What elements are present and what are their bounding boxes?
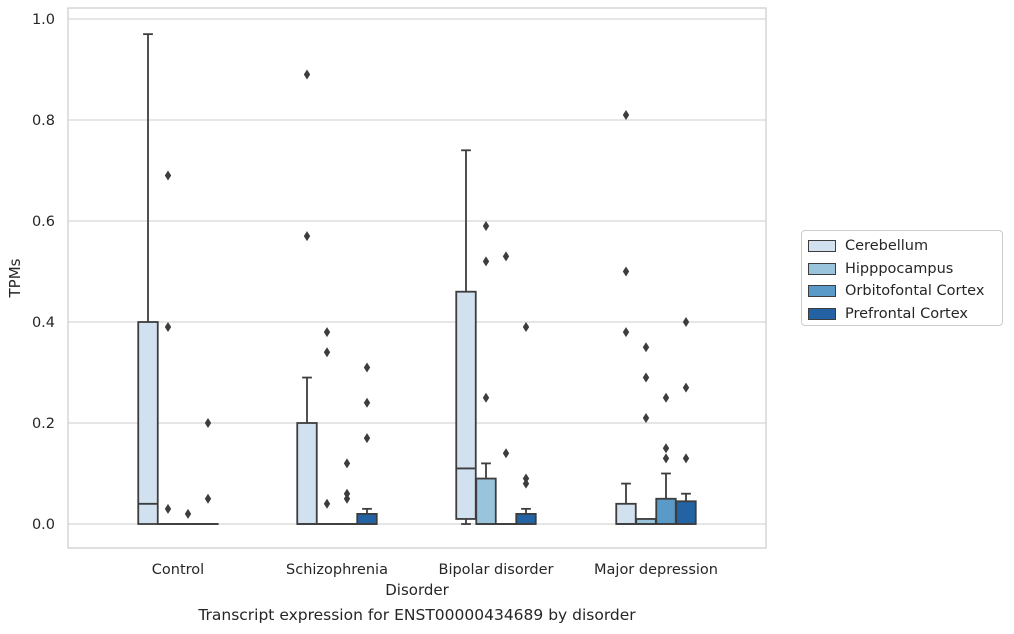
outlier-point (622, 266, 630, 277)
outlier-point (343, 458, 351, 469)
box-body (455, 290, 477, 520)
box-body (655, 497, 677, 525)
box-0-3 (615, 109, 637, 525)
legend-item-orbitofrontal-cortex: Orbitofontal Cortex (808, 280, 1002, 303)
outlier-point (164, 170, 172, 181)
legend-swatch-hippocampus (808, 262, 836, 275)
legend-label-orbitofrontal-cortex: Orbitofontal Cortex (845, 283, 985, 300)
legend-swatch-orbitofrontal-cortex (808, 285, 836, 298)
legend-label-cerebellum: Cerebellum (845, 238, 929, 255)
legend: Cerebellum Hipppocampus Orbitofontal Cor… (801, 230, 1003, 326)
outlier-point (522, 322, 530, 333)
outlier-point (682, 382, 690, 393)
y-tick-label: 0.6 (32, 214, 55, 230)
box-1-1 (316, 327, 338, 525)
box-0-2 (455, 149, 477, 525)
legend-item-cerebellum: Cerebellum (808, 235, 1002, 258)
legend-item-hippocampus: Hipppocampus (808, 258, 1002, 281)
outlier-point (522, 478, 530, 489)
outlier-point (642, 372, 650, 383)
box-body (515, 513, 537, 525)
box-0-1 (296, 69, 318, 525)
outlier-point (343, 488, 351, 499)
figure-caption: Transcript expression for ENST0000043468… (198, 606, 636, 624)
outlier-point (303, 231, 311, 242)
outlier-point (363, 397, 371, 408)
outlier-point (662, 453, 670, 464)
box-3-2 (515, 322, 537, 525)
outlier-point (482, 256, 490, 267)
box-3-3 (675, 317, 697, 525)
y-tick-label: 0.4 (32, 315, 55, 331)
box-body (356, 513, 378, 525)
y-tick-labels: 0.0 0.2 0.4 0.6 0.8 1.0 (32, 12, 55, 533)
box-body (475, 477, 497, 525)
x-tick-label: Major depression (594, 562, 718, 578)
outlier-point (323, 347, 331, 358)
outlier-point (522, 473, 530, 484)
outlier-point (363, 362, 371, 373)
outlier-point (622, 327, 630, 338)
legend-item-prefrontal-cortex: Prefrontal Cortex (808, 303, 1002, 326)
box-body (615, 502, 637, 525)
outlier-point (323, 327, 331, 338)
outlier-point (502, 251, 510, 262)
legend-swatch-cerebellum (808, 240, 836, 253)
y-tick-label: 1.0 (32, 12, 55, 28)
outlier-point (642, 342, 650, 353)
box-body (137, 321, 159, 525)
outlier-point (662, 443, 670, 454)
outlier-point (204, 418, 212, 428)
plot-frame (67, 7, 767, 549)
legend-label-prefrontal-cortex: Prefrontal Cortex (845, 305, 968, 322)
box-marks (137, 33, 697, 525)
x-tick-labels: Control Schizophrenia Bipolar disorder Majo… (152, 562, 718, 578)
box-2-2 (495, 251, 517, 525)
outlier-point (682, 453, 690, 464)
outlier-point (502, 448, 510, 459)
box-2-3 (655, 392, 677, 525)
box-3-1 (356, 362, 378, 525)
outlier-point (363, 433, 371, 444)
outlier-point (323, 498, 331, 509)
box-body (296, 422, 318, 525)
outlier-point (682, 317, 690, 327)
legend-swatch-prefrontal-cortex (808, 307, 836, 320)
outlier-point (303, 69, 311, 80)
box-body (675, 500, 697, 525)
box-plot-chart: 0.0 0.2 0.4 0.6 0.8 1.0 Control Schizophrenia B… (6, 7, 767, 599)
y-tick-label: 0.8 (32, 113, 55, 129)
outlier-point (662, 392, 670, 403)
outlier-point (482, 392, 490, 403)
grid-lines (68, 18, 766, 525)
box-0-0 (137, 33, 159, 525)
outlier-point (164, 503, 172, 514)
outlier-point (622, 109, 630, 120)
x-tick-label: Schizophrenia (286, 562, 388, 578)
x-axis-label: Disorder (385, 581, 449, 599)
y-tick-label: 0.0 (32, 517, 55, 533)
box-2-1 (336, 458, 358, 525)
y-axis-label: TPMs (6, 258, 24, 298)
outlier-point (204, 493, 212, 504)
box-1-3 (635, 342, 657, 525)
box-2-0 (177, 508, 199, 525)
outlier-point (343, 493, 351, 504)
outlier-point (184, 508, 192, 519)
outlier-point (164, 322, 172, 333)
x-tick-label: Bipolar disorder (439, 562, 554, 578)
legend-label-hippocampus: Hipppocampus (845, 260, 954, 277)
outlier-point (642, 412, 650, 423)
x-tick-label: Control (152, 562, 204, 578)
box-1-2 (475, 221, 497, 525)
outlier-point (482, 221, 490, 232)
y-tick-label: 0.2 (32, 416, 55, 432)
box-1-0 (157, 170, 179, 525)
box-3-0 (197, 418, 219, 525)
